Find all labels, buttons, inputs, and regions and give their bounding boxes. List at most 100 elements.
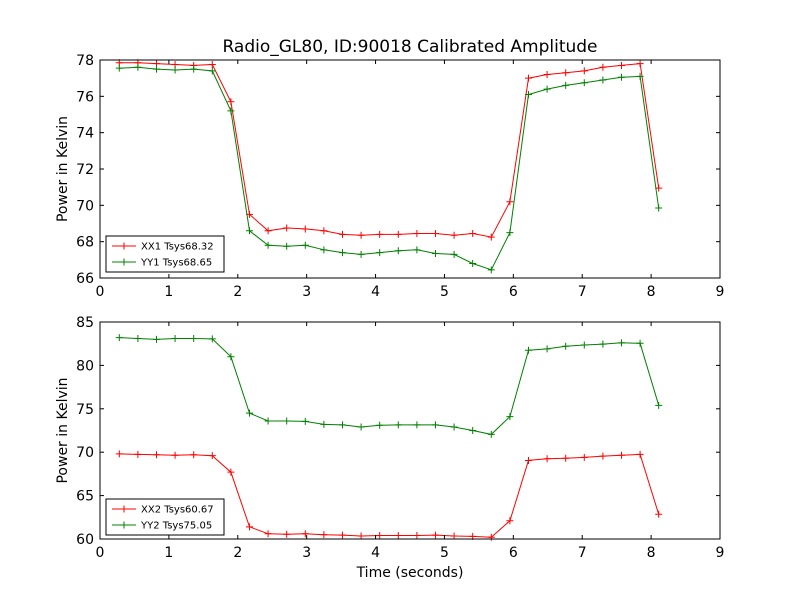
y-tick-label: 66 xyxy=(76,271,94,287)
data-point xyxy=(562,454,570,462)
data-point xyxy=(190,451,198,459)
x-tick-label: 5 xyxy=(440,545,449,561)
data-point xyxy=(394,247,402,255)
x-tick-label: 1 xyxy=(164,284,173,300)
data-point xyxy=(487,233,495,241)
data-point xyxy=(617,61,625,69)
x-tick-label: 5 xyxy=(440,284,449,300)
data-point xyxy=(115,64,123,72)
data-point xyxy=(320,246,328,254)
data-point xyxy=(115,450,123,458)
x-tick-label: 1 xyxy=(164,545,173,561)
data-point xyxy=(599,340,607,348)
data-point xyxy=(636,60,644,68)
legend-label: YY1 Tsys68.65 xyxy=(140,258,212,269)
data-point xyxy=(227,353,235,361)
data-point xyxy=(636,339,644,347)
data-point xyxy=(283,224,291,232)
x-tick-label: 0 xyxy=(96,545,105,561)
data-point xyxy=(301,530,309,538)
data-point xyxy=(264,417,272,425)
data-point xyxy=(152,451,160,459)
data-point xyxy=(562,81,570,89)
data-point xyxy=(431,249,439,257)
data-point xyxy=(357,532,365,540)
data-point xyxy=(450,250,458,258)
data-point xyxy=(413,246,421,254)
legend-label: XX1 Tsys68.32 xyxy=(141,242,214,253)
legend-marker xyxy=(120,505,128,513)
y-tick-label: 85 xyxy=(76,315,94,331)
data-point xyxy=(469,259,477,267)
y-tick-label: 60 xyxy=(76,532,94,548)
x-tick-label: 3 xyxy=(302,284,311,300)
data-point xyxy=(394,230,402,238)
y-tick-label: 65 xyxy=(76,489,94,505)
data-point xyxy=(506,517,514,525)
data-point xyxy=(357,423,365,431)
data-point xyxy=(357,231,365,239)
data-point xyxy=(301,241,309,249)
data-point xyxy=(599,76,607,84)
data-point xyxy=(245,409,253,417)
x-tick-label: 9 xyxy=(716,284,725,300)
data-point xyxy=(376,230,384,238)
data-point xyxy=(524,74,532,82)
y-tick-label: 78 xyxy=(76,53,94,69)
data-point xyxy=(376,532,384,540)
data-point xyxy=(543,455,551,463)
data-point xyxy=(283,530,291,538)
data-point xyxy=(264,241,272,249)
data-point xyxy=(152,335,160,343)
x-tick-label: 2 xyxy=(233,545,242,561)
data-point xyxy=(450,423,458,431)
x-tick-label: 0 xyxy=(96,284,105,300)
data-point xyxy=(171,66,179,74)
data-point xyxy=(394,421,402,429)
data-point xyxy=(487,533,495,541)
data-point xyxy=(134,334,142,342)
x-tick-label: 7 xyxy=(578,545,587,561)
y-tick-label: 75 xyxy=(76,402,94,418)
x-tick-label: 6 xyxy=(509,284,518,300)
data-point xyxy=(394,532,402,540)
data-point xyxy=(320,227,328,235)
data-point xyxy=(580,341,588,349)
chart-title: Radio_GL80, ID:90018 Calibrated Amplitud… xyxy=(222,37,597,57)
x-tick-label: 4 xyxy=(371,284,380,300)
series-line-2 xyxy=(119,337,660,435)
data-point xyxy=(301,225,309,233)
data-point xyxy=(264,227,272,235)
data-point xyxy=(599,452,607,460)
legend-box xyxy=(105,235,225,273)
data-point xyxy=(617,339,625,347)
data-point xyxy=(264,530,272,538)
data-point xyxy=(655,401,663,409)
data-point xyxy=(469,427,477,434)
data-point xyxy=(543,71,551,79)
data-point xyxy=(655,510,663,518)
data-point xyxy=(543,85,551,93)
data-point xyxy=(413,421,421,429)
data-point xyxy=(338,531,346,539)
y-tick-label: 74 xyxy=(76,126,94,142)
data-point xyxy=(524,456,532,464)
data-point xyxy=(580,453,588,461)
legend-marker xyxy=(120,242,128,250)
data-point xyxy=(562,69,570,77)
data-point xyxy=(208,335,216,343)
x-tick-label: 6 xyxy=(509,545,518,561)
x-tick-label: 7 xyxy=(578,284,587,300)
data-point xyxy=(338,230,346,238)
data-point xyxy=(431,421,439,429)
data-point xyxy=(283,417,291,425)
data-point xyxy=(115,334,123,342)
data-point xyxy=(469,229,477,237)
plot-frame xyxy=(99,321,721,540)
x-axis-label: Time (seconds) xyxy=(356,565,464,581)
data-point xyxy=(636,72,644,80)
y-tick-label: 70 xyxy=(76,198,94,214)
data-point xyxy=(431,229,439,237)
data-point xyxy=(450,532,458,540)
